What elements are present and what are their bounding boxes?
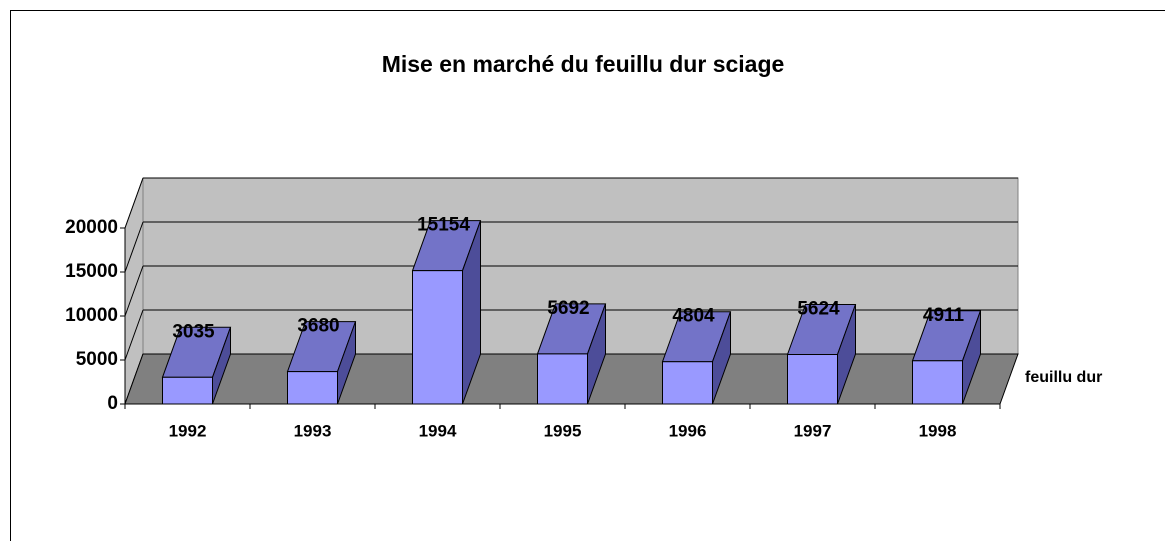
x-tick-label: 1997 [794, 421, 832, 440]
chart-title: Mise en marché du feuillu dur sciage [382, 51, 785, 77]
grid-line [124, 309, 144, 361]
value-label: 5624 [797, 299, 840, 320]
y-tick-label: 0 [107, 393, 118, 414]
x-tick-label: 1996 [669, 421, 707, 440]
y-tick-label: 10000 [65, 305, 118, 326]
x-tick-label: 1995 [544, 421, 582, 440]
bar [412, 270, 463, 405]
x-tick-label: 1994 [419, 421, 457, 440]
bar [537, 353, 588, 405]
value-label: 5692 [547, 298, 589, 319]
value-label: 15154 [417, 215, 470, 236]
bar [162, 376, 213, 405]
value-label: 4911 [923, 305, 965, 326]
grid-line [124, 265, 144, 317]
x-tick-label: 1993 [294, 421, 332, 440]
y-tick-label: 15000 [65, 261, 118, 282]
bar [287, 371, 338, 405]
value-label: 3035 [172, 321, 215, 342]
grid-line [124, 221, 144, 273]
bar [662, 361, 713, 405]
bar [912, 360, 963, 405]
value-label: 3680 [297, 316, 339, 337]
x-tick-label: 1992 [169, 421, 207, 440]
value-label: 4804 [672, 306, 715, 327]
y-tick-label: 5000 [76, 349, 118, 370]
grid-line [124, 177, 144, 229]
series-label: feuillu dur [1025, 369, 1102, 386]
x-tick-label: 1998 [919, 421, 957, 440]
bar [787, 354, 838, 405]
y-tick-label: 20000 [65, 217, 118, 238]
